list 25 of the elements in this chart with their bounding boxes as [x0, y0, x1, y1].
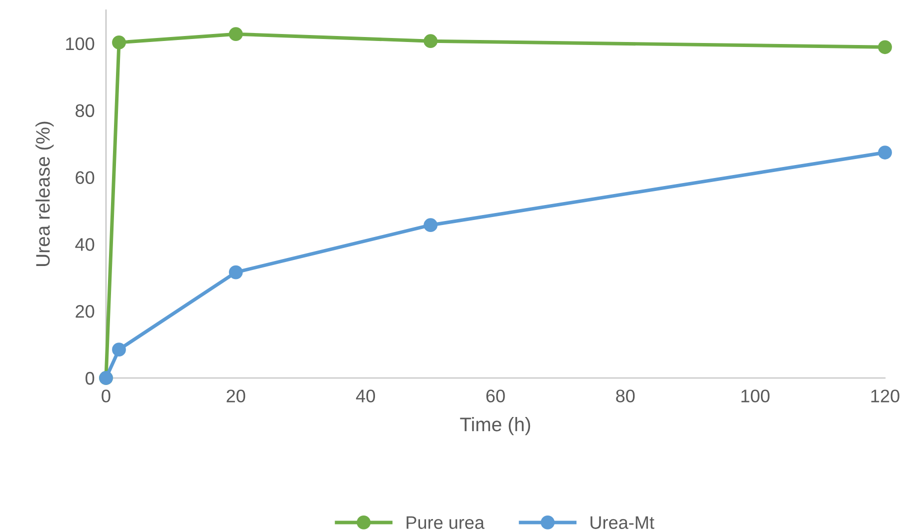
y-axis-title: Urea release (%): [36, 122, 54, 266]
x-axis-title: Time (h): [460, 417, 530, 436]
point: [424, 218, 438, 232]
x-tick-label: 0: [102, 390, 110, 402]
y-tick-label: 20: [76, 305, 94, 318]
y-tick-label: 40: [75, 238, 94, 251]
point: [228, 265, 243, 280]
point: [112, 342, 126, 357]
point: [424, 34, 438, 48]
point: [228, 27, 243, 42]
x-tick-label: 120: [871, 390, 900, 402]
y-tick-label: 100: [66, 37, 94, 50]
y-tick-label: 60: [76, 171, 94, 184]
x-tick-label: 60: [486, 390, 505, 402]
x-tick-label: 40: [356, 390, 376, 402]
legend-label: Pure urea: [406, 516, 484, 529]
x-tick-label: 80: [616, 390, 635, 402]
legend-label: Urea-Mt: [590, 516, 654, 529]
x-tick-label: 100: [741, 390, 770, 402]
point: [878, 40, 892, 54]
point: [112, 36, 126, 50]
y-tick-label: 80: [76, 104, 94, 118]
y-tick-label: 0: [86, 372, 94, 385]
point: [878, 146, 892, 160]
x-tick-label: 20: [226, 390, 246, 402]
